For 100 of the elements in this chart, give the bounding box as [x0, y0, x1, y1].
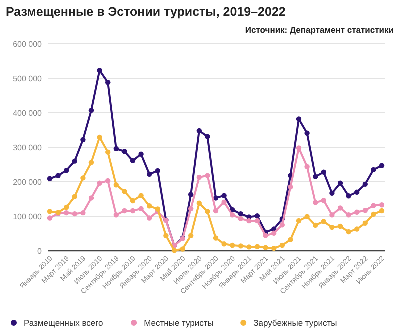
point [122, 189, 128, 194]
point [88, 160, 94, 166]
point [114, 212, 119, 218]
point [88, 108, 94, 114]
point [205, 209, 210, 214]
point [379, 163, 385, 168]
point [122, 208, 128, 214]
point [106, 80, 111, 86]
point [130, 198, 136, 204]
point [272, 246, 277, 252]
point [188, 233, 194, 238]
point [313, 200, 318, 206]
point [304, 164, 310, 170]
point [80, 176, 86, 181]
y-tick-label: 300 000 [13, 143, 43, 152]
point [296, 116, 302, 122]
point [263, 233, 268, 238]
y-tick-label: 100 000 [13, 212, 43, 222]
y-tick-label: 0 [38, 246, 43, 256]
point [354, 210, 360, 215]
point [97, 68, 102, 74]
point [72, 158, 78, 164]
point [238, 211, 244, 217]
point [263, 245, 268, 250]
point [338, 224, 344, 230]
point [64, 204, 70, 210]
point [304, 130, 310, 136]
point [205, 134, 210, 140]
point [138, 152, 144, 157]
point [80, 210, 86, 216]
y-tick-label: 200 000 [13, 178, 43, 187]
point [56, 173, 61, 178]
chart-title: Размещенные в Эстонии туристы, 2019–2022 [6, 5, 286, 19]
point [213, 236, 219, 241]
point [288, 237, 294, 243]
point [130, 158, 136, 164]
point [147, 216, 152, 221]
point [114, 146, 119, 152]
point [371, 167, 376, 173]
point [238, 216, 244, 222]
point [346, 229, 352, 235]
point [88, 196, 94, 201]
point [354, 226, 360, 232]
point [130, 208, 136, 214]
y-tick-label: 500 000 [13, 74, 43, 84]
point [313, 174, 318, 180]
point [280, 222, 285, 228]
point [330, 212, 335, 218]
point [338, 180, 344, 186]
point [371, 203, 376, 208]
point [114, 182, 119, 188]
point [288, 184, 294, 190]
point [188, 206, 194, 212]
point [222, 193, 227, 198]
point [371, 212, 376, 218]
point [246, 244, 252, 250]
point [330, 190, 335, 196]
point [80, 137, 86, 143]
point [72, 211, 78, 217]
point [196, 174, 202, 180]
point [321, 219, 326, 224]
point [280, 242, 285, 248]
point [97, 134, 102, 140]
point [296, 146, 302, 151]
y-tick-label: 600 000 [13, 40, 43, 49]
point [122, 149, 128, 154]
point [362, 220, 368, 226]
point [138, 206, 144, 212]
point [230, 242, 236, 248]
point [164, 233, 169, 238]
point [97, 180, 102, 186]
legend-label: Местные туристы [144, 318, 214, 328]
point [47, 176, 53, 182]
point [379, 208, 385, 214]
point [321, 170, 326, 175]
point [47, 216, 53, 221]
point [296, 218, 302, 224]
point [330, 224, 335, 230]
point [222, 200, 227, 205]
point [72, 194, 78, 200]
legend-label: Зарубежные туристы [254, 318, 338, 328]
point [272, 230, 277, 236]
point [205, 173, 210, 178]
point [346, 212, 352, 218]
text: Источник: Департамент статистики [245, 25, 394, 35]
point [155, 168, 160, 174]
point [106, 178, 111, 184]
point [238, 244, 244, 249]
point [230, 212, 236, 218]
point [362, 208, 368, 214]
legend-label: Размещенных всего [24, 318, 104, 328]
point [64, 168, 70, 174]
point [346, 194, 352, 199]
point [313, 222, 318, 228]
point [338, 206, 344, 211]
point [254, 244, 260, 250]
point [147, 204, 152, 209]
point [180, 246, 186, 252]
point [155, 206, 160, 212]
point [196, 128, 202, 134]
